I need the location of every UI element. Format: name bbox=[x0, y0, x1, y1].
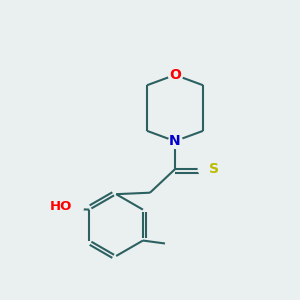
Text: O: O bbox=[169, 68, 181, 82]
Text: S: S bbox=[209, 162, 219, 176]
Text: HO: HO bbox=[50, 200, 72, 213]
Text: N: N bbox=[169, 134, 181, 148]
